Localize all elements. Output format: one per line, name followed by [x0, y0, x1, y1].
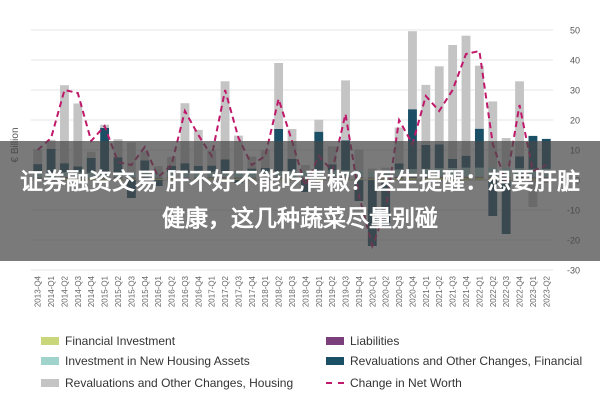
legend-line-swatch	[326, 382, 344, 384]
x-tick-label: 2016-Q3	[181, 275, 190, 307]
x-tick-label: 2020-Q3	[395, 275, 404, 307]
x-tick-label: 2019-Q3	[342, 275, 351, 307]
x-tick-label: 2022-Q3	[502, 275, 511, 307]
x-tick-label: 2020-Q1	[368, 275, 377, 307]
bar-segment	[220, 81, 230, 160]
bar-segment	[180, 103, 190, 164]
x-tick-label: 2020-Q2	[382, 275, 391, 307]
x-tick-label: 2021-Q3	[449, 275, 458, 307]
legend-swatch	[41, 357, 59, 365]
legend-item-financial-investment: Financial Investment	[41, 334, 175, 348]
x-tick-label: 2015-Q3	[127, 275, 136, 307]
legend-item-revaluations-housing: Revaluations and Other Changes, Housing	[41, 376, 293, 390]
x-tick-label: 2022-Q1	[475, 275, 484, 307]
x-tick-label: 2021-Q2	[435, 275, 444, 307]
legend-item-change-net-worth: Change in Net Worth	[326, 376, 462, 390]
legend-swatch	[326, 357, 344, 365]
legend-swatch	[41, 337, 59, 345]
bar-segment	[461, 35, 471, 156]
x-tick-label: 2022-Q4	[516, 275, 525, 307]
bar-segment	[274, 63, 284, 129]
bar-segment	[341, 80, 350, 141]
legend-label: Revaluations and Other Changes, Housing	[65, 376, 294, 390]
x-tick-label: 2014-Q1	[47, 275, 56, 307]
legend-label: Change in Net Worth	[350, 376, 462, 390]
y-tick-label: 20	[570, 116, 580, 126]
legend-item-liabilities: Liabilities	[326, 334, 399, 348]
x-tick-label: 2021-Q4	[462, 275, 471, 307]
legend-label: Investment in New Housing Assets	[65, 354, 250, 368]
x-tick-label: 2018-Q3	[288, 275, 297, 307]
y-tick-label: 50	[570, 26, 580, 36]
bar-segment	[488, 101, 498, 168]
x-tick-label: 2021-Q1	[422, 275, 431, 307]
bar-segment	[408, 31, 417, 110]
legend-swatch	[41, 379, 59, 387]
x-tick-label: 2015-Q4	[141, 275, 150, 307]
x-tick-label: 2017-Q2	[221, 275, 230, 307]
x-tick-label: 2017-Q1	[208, 275, 217, 307]
x-tick-label: 2019-Q4	[355, 275, 364, 307]
x-tick-label: 2014-Q2	[61, 275, 70, 307]
legend-label: Revaluations and Other Changes, Financia…	[350, 354, 583, 368]
x-tick-label: 2016-Q4	[194, 275, 203, 307]
x-tick-label: 2015-Q2	[114, 275, 123, 307]
bar-segment	[515, 81, 524, 157]
x-tick-label: 2019-Q2	[328, 275, 337, 307]
x-tick-label: 2023-Q1	[529, 275, 538, 307]
x-tick-label: 2022-Q2	[489, 275, 498, 307]
x-tick-label: 2018-Q2	[275, 275, 284, 307]
bar-segment	[408, 109, 417, 170]
headline-text[interactable]: 证券融资交易 肝不好不能吃青椒？医生提醒：想要肝脏健康，这几种蔬菜尽量别碰	[20, 169, 581, 232]
bar-segment	[60, 85, 69, 164]
x-tick-label: 2018-Q4	[301, 275, 310, 307]
bar-segment	[474, 65, 484, 129]
x-tick-label: 2015-Q1	[101, 275, 110, 307]
x-tick-labels: 2013-Q4 2014-Q1 2014-Q2 2014-Q3 2014-Q4 2015-…	[34, 275, 552, 307]
x-tick-label: 2014-Q3	[74, 275, 83, 307]
x-tick-label: 2017-Q3	[235, 275, 244, 307]
legend-item-investment-new-housing: Investment in New Housing Assets	[41, 354, 250, 368]
bar-segment	[434, 66, 444, 145]
y-tick-label: 30	[570, 86, 580, 96]
legend-label: Liabilities	[350, 334, 400, 348]
x-tick-label: 2019-Q1	[315, 275, 324, 307]
x-tick-label: 2020-Q4	[409, 275, 418, 307]
bar-segment	[448, 45, 458, 159]
legend-label: Financial Investment	[65, 334, 176, 348]
x-tick-label: 2013-Q4	[34, 275, 43, 307]
bar-segment	[73, 103, 83, 167]
x-tick-label: 2018-Q1	[261, 275, 270, 307]
y-tick-label: -30	[567, 266, 580, 276]
legend-item-revaluations-financial: Revaluations and Other Changes, Financia…	[326, 354, 582, 368]
x-tick-label: 2023-Q2	[542, 275, 551, 307]
x-tick-label: 2016-Q1	[154, 275, 163, 307]
y-tick-label: 40	[570, 56, 580, 66]
x-tick-label: 2016-Q2	[168, 275, 177, 307]
x-tick-label: 2017-Q4	[248, 275, 257, 307]
bar-segment	[314, 119, 324, 132]
legend-swatch	[326, 337, 344, 345]
headline-overlay[interactable]: 证券融资交易 肝不好不能吃青椒？医生提醒：想要肝脏健康，这几种蔬菜尽量别碰	[0, 141, 600, 261]
bar-segment	[421, 84, 431, 145]
x-tick-label: 2014-Q4	[87, 275, 96, 307]
